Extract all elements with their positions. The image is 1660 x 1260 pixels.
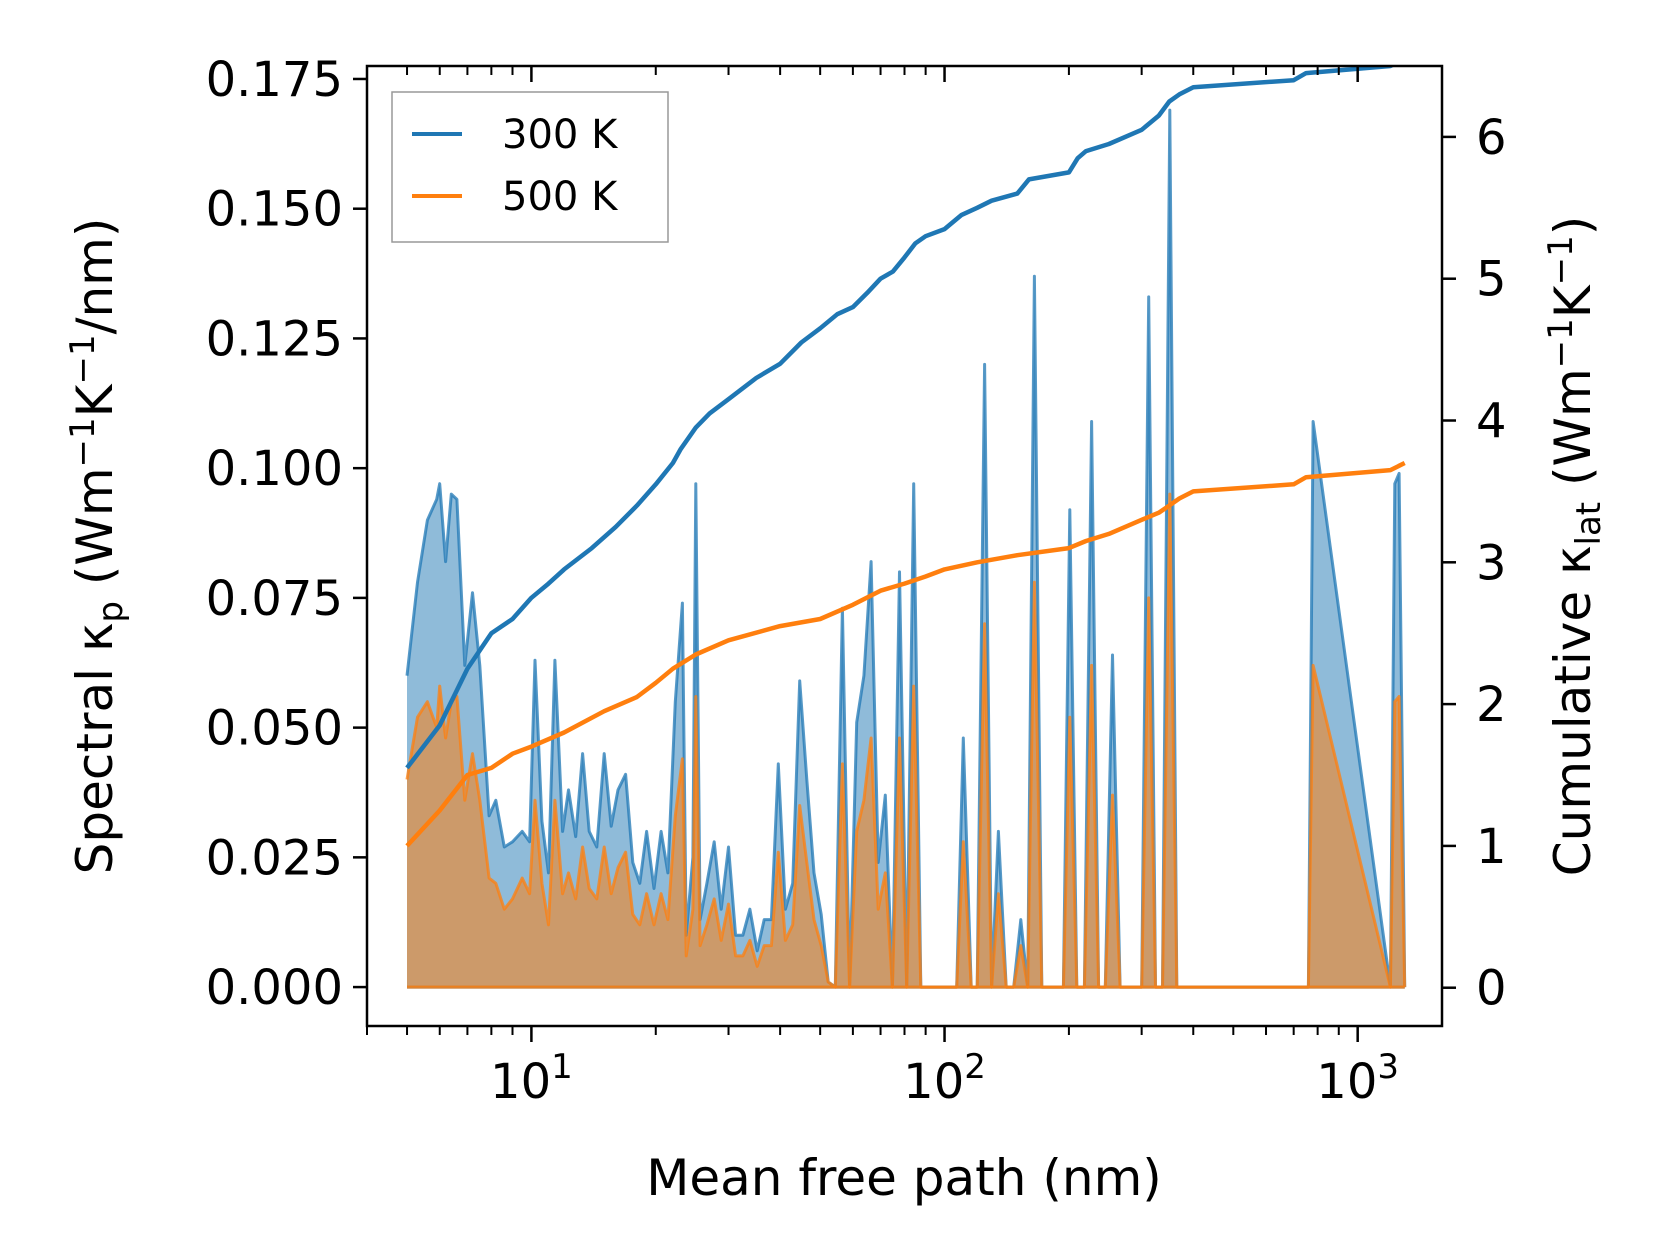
y-right-title-main: Cumulative κ [1544, 545, 1602, 876]
y-right-title-mid: K [1544, 284, 1602, 318]
y-left-tick-label: 0.100 [206, 441, 343, 497]
y-right-tick-label: 6 [1476, 110, 1507, 166]
y-right-title-sub: lat [1569, 502, 1609, 546]
y-right-tick-label: 4 [1476, 394, 1507, 450]
spectral-area-500-k [407, 494, 1405, 988]
legend-box [391, 91, 669, 243]
y-left-tick-label: 0.050 [206, 701, 343, 757]
y-right-title-sup2: −1 [1541, 235, 1581, 285]
y-right-tick-label: 1 [1476, 819, 1507, 875]
y-right-title-rest: (Wm [1544, 368, 1602, 502]
y-left-tick-label: 0.000 [206, 960, 343, 1016]
cumulative-line-300-k-cumulative [405, 66, 1396, 770]
y-left-tick-label: 0.075 [206, 571, 343, 627]
x-tick-label: 103 [1316, 1047, 1399, 1110]
y-left-tick-label: 0.150 [206, 182, 343, 238]
x-tick-label: 101 [490, 1047, 573, 1110]
y-left-title-sub: p [91, 601, 131, 623]
y-right-tick-label: 0 [1476, 961, 1507, 1017]
x-tick-label: 102 [903, 1047, 986, 1110]
ticks-layer: 0.000 0.025 0.050 0.075 0.100 0.125 0.150 0.175… [206, 52, 1507, 1110]
y-left-tick-label: 0.125 [206, 311, 343, 367]
y-right-tick-label: 2 [1476, 677, 1507, 733]
y-left-tick-label: 0.025 [206, 830, 343, 886]
cumulative-series-layer [405, 66, 1406, 848]
legend-label-300k: 300 K [502, 112, 619, 158]
y-left-title-sup2: −1 [63, 334, 103, 384]
y-left-title-sup1: −1 [63, 417, 103, 467]
y-axis-right-title: Cumulative κlat (Wm−1K−1) [1541, 216, 1609, 876]
y-right-tick-label: 3 [1476, 535, 1507, 591]
y-right-title-sup1: −1 [1541, 318, 1581, 368]
cumulative-line-500-k-cumulative [405, 460, 1406, 848]
x-axis-title: Mean free path (nm) [646, 1149, 1162, 1207]
y-axis-left-title: Spectral κp (Wm−1K−1/nm) [63, 218, 131, 875]
y-right-title-end: ) [1544, 216, 1602, 236]
y-left-title-mid: K [66, 383, 124, 417]
y-right-tick-label: 5 [1476, 252, 1507, 308]
y-left-title-main: Spectral κ [66, 623, 124, 875]
y-left-title-rest: (Wm [66, 467, 124, 601]
legend: 300 K 500 K [391, 91, 669, 243]
legend-label-500k: 500 K [502, 174, 619, 220]
y-left-tick-label: 0.175 [206, 52, 343, 108]
spectral-series-layer [405, 108, 1407, 989]
spectral-area-300-k [407, 110, 1405, 988]
y-left-title-end: /nm) [66, 218, 124, 335]
